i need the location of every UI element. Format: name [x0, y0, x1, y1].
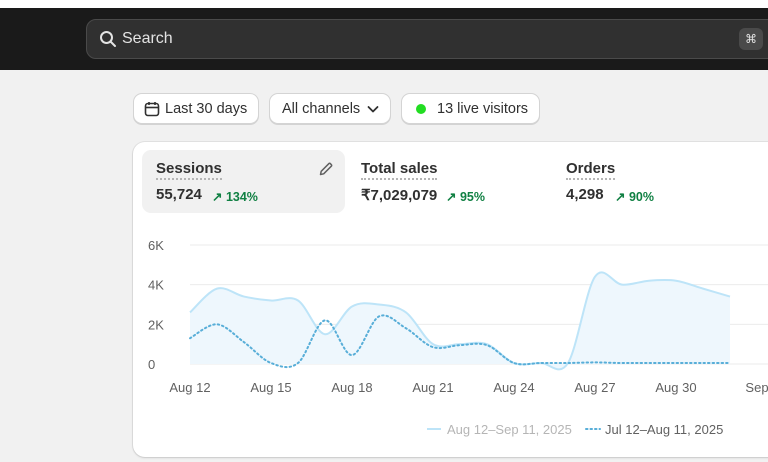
metric-sessions[interactable]: Sessions 55,724 ↗ 134% — [142, 150, 345, 213]
metric-delta: ↗ 95% — [446, 190, 485, 204]
metric-delta-value: 95% — [459, 190, 485, 204]
channels-label: All channels — [282, 100, 361, 117]
metric-delta-value: 134% — [225, 190, 258, 204]
x-tick-label: Aug 30 — [655, 380, 696, 395]
search-placeholder: Search — [122, 30, 173, 47]
legend-label-current: Aug 12–Sep 11, 2025 — [447, 422, 572, 437]
metric-label: Orders — [566, 160, 616, 180]
metric-label: Total sales — [361, 160, 438, 180]
live-visitors-label: 13 live visitors — [437, 100, 529, 117]
x-tick-label: Aug 27 — [574, 380, 615, 395]
x-tick-label: Sep — [745, 380, 768, 395]
series-current-area — [190, 272, 730, 370]
legend-label-previous: Jul 12–Aug 11, 2025 — [605, 422, 723, 437]
live-status-dot — [416, 103, 426, 114]
channels-dropdown[interactable]: All channels — [269, 93, 391, 124]
top-strip — [0, 0, 768, 8]
metric-total-sales[interactable]: Total sales ₹7,029,079 ↗ 95% — [347, 150, 547, 213]
date-range-button[interactable]: Last 30 days — [133, 93, 259, 124]
keyboard-shortcut-badge: ⌘ — [739, 28, 763, 50]
search-input[interactable]: Search ⌘ — [86, 19, 768, 59]
metric-delta: ↗ 134% — [212, 190, 258, 204]
search-icon — [100, 31, 116, 47]
x-tick-label: Aug 15 — [250, 380, 291, 395]
x-tick-label: Aug 18 — [331, 380, 372, 395]
edit-pencil-icon[interactable] — [318, 161, 334, 177]
y-tick-label: 0 — [148, 357, 155, 372]
live-visitors-button[interactable]: 13 live visitors — [401, 93, 540, 124]
calendar-icon — [144, 101, 160, 116]
y-tick-label: 2K — [148, 317, 164, 332]
series-previous-line — [189, 314, 731, 369]
y-tick-label: 6K — [148, 238, 164, 253]
sessions-chart: 6K 4K 2K 0 Aug 12 Aug 15 Aug 18 Aug 21 Aug 24 Aug… — [148, 238, 768, 437]
chevron-down-icon — [367, 105, 379, 112]
y-tick-label: 4K — [148, 278, 164, 293]
metric-delta: ↗ 90% — [615, 190, 654, 204]
metric-value: ₹7,029,079 — [361, 187, 438, 204]
top-bar: Search ⌘ — [0, 0, 768, 70]
metric-orders[interactable]: Orders 4,298 ↗ 90% — [552, 150, 752, 213]
x-tick-label: Aug 24 — [493, 380, 534, 395]
metric-delta-value: 90% — [628, 190, 654, 204]
series-current-line — [189, 271, 731, 371]
metric-value: 55,724 — [156, 186, 202, 203]
analytics-card: Sessions 55,724 ↗ 134% Total sales ₹7,02… — [133, 142, 768, 457]
metric-label: Sessions — [156, 160, 222, 180]
x-tick-label: Aug 21 — [412, 380, 453, 395]
x-tick-label: Aug 12 — [169, 380, 210, 395]
date-range-label: Last 30 days — [165, 100, 248, 117]
metric-value: 4,298 — [566, 186, 604, 203]
